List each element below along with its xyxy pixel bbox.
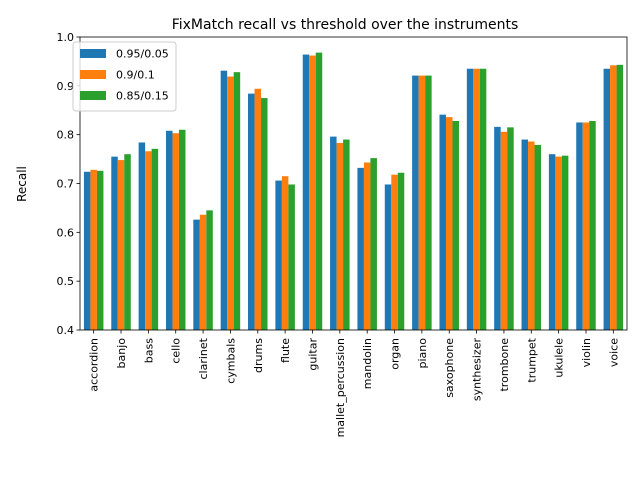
x-tick-label: clarinet [197,337,210,379]
x-tick-label: organ [389,338,402,370]
bar-organ-series-2 [391,174,398,330]
legend: 0.95/0.05 0.9/0.1 0.85/0.15 [72,41,177,112]
bar-cymbals-series-1 [220,70,228,330]
bar-synthesizer-series-1 [466,68,474,331]
legend-swatch-2 [80,70,106,79]
bar-banjo-series-1 [111,156,118,330]
bar-clarinet-series-3 [206,210,213,330]
bar-trombone-series-2 [500,131,508,330]
bar-guitar-series-1 [302,54,310,330]
x-tick-label: cello [170,338,183,364]
bar-drums-series-3 [261,98,268,330]
bar-violin-series-3 [589,120,596,331]
bar-saxophone-series-3 [452,120,459,331]
x-tick-label: synthesizer [471,338,484,402]
chart-title: FixMatch recall vs threshold over the in… [172,17,519,33]
bar-mallet_percussion-series-3 [343,139,350,330]
y-axis-label: Recall [15,166,29,202]
bar-mallet_percussion-series-1 [330,136,337,330]
y-tick-label: 0.6 [57,226,75,239]
bar-accordion-series-1 [83,171,91,330]
bar-voice-series-1 [603,68,611,331]
bar-trumpet-series-3 [534,144,542,330]
x-tick-label: ukulele [553,338,566,378]
x-tick-label: trumpet [525,337,538,382]
bar-saxophone-series-2 [445,117,453,330]
y-tick-label: 0.4 [57,324,75,337]
legend-label-3: 0.85/0.15 [116,90,169,103]
bars-layer [83,52,624,331]
x-tick-label: piano [416,338,429,369]
bar-cello-series-2 [172,133,179,330]
bar-trumpet-series-1 [521,139,529,330]
bar-piano-series-1 [412,75,419,330]
x-tick-label: guitar [306,338,319,371]
legend-label-1: 0.95/0.05 [116,48,169,61]
bar-guitar-series-3 [315,52,323,330]
x-tick-label: trombone [498,338,511,392]
bar-banjo-series-3 [124,154,131,330]
x-tick-label: voice [607,338,620,367]
bar-trombone-series-1 [494,126,501,330]
bar-organ-series-3 [397,172,405,330]
y-tick-label: 0.7 [57,178,75,191]
bar-saxophone-series-1 [439,114,446,331]
bar-ukulele-series-3 [561,155,569,330]
x-tick-label: cymbals [224,338,237,384]
bar-ukulele-series-1 [548,154,556,330]
x-tick-label: drums [252,338,265,373]
bar-cymbals-series-3 [233,72,241,330]
x-tick-label: mandolin [361,338,374,389]
bar-drums-series-1 [248,93,255,331]
bar-mallet_percussion-series-2 [336,142,344,330]
bar-ukulele-series-2 [555,156,562,330]
bar-mandolin-series-3 [370,158,377,330]
bar-violin-series-1 [576,122,583,331]
bar-bass-series-2 [145,151,152,330]
bar-voice-series-3 [616,64,624,330]
bar-bass-series-3 [151,148,159,330]
bar-accordion-series-3 [96,170,104,330]
bar-trombone-series-3 [507,127,514,330]
legend-swatch-3 [80,91,106,100]
x-tick-label: bass [142,338,155,363]
bar-mandolin-series-1 [357,167,364,330]
x-tick-label: accordion [88,338,101,392]
bar-organ-series-1 [384,184,392,330]
bar-accordion-series-2 [90,169,97,330]
x-tick-label: violin [580,338,593,367]
bar-mandolin-series-2 [363,162,371,330]
bar-flute-series-1 [275,180,282,330]
bar-cello-series-1 [165,130,173,330]
bar-flute-series-3 [288,184,295,330]
y-tick-label: 1.0 [57,31,75,44]
bar-guitar-series-2 [309,55,316,331]
axes-layer: 0.4 0.5 0.6 0.7 0.8 0.9 1.0 accordion banjo bass c… [57,31,628,437]
x-tick-label: banjo [115,338,128,369]
x-tick-label: saxophone [443,338,456,398]
bar-violin-series-2 [582,122,590,331]
legend-swatch-1 [80,49,106,58]
bar-drums-series-2 [254,88,262,330]
x-tick-label: flute [279,338,292,363]
legend-label-2: 0.9/0.1 [116,69,155,82]
bar-clarinet-series-2 [199,214,207,330]
x-tick-label: mallet_percussion [334,338,347,437]
bar-synthesizer-series-3 [479,68,487,331]
bar-cymbals-series-2 [227,76,234,330]
bar-piano-series-3 [425,75,432,330]
bar-cello-series-3 [178,129,186,330]
bar-trumpet-series-2 [528,141,535,330]
bar-clarinet-series-1 [193,219,200,330]
bar-piano-series-2 [418,75,426,330]
bar-voice-series-2 [610,65,617,330]
bar-flute-series-2 [281,176,289,330]
y-tick-label: 0.8 [57,129,75,142]
bar-bass-series-1 [138,142,146,330]
bar-synthesizer-series-2 [473,68,480,331]
y-tick-label: 0.5 [57,275,75,288]
y-tick-label: 0.9 [57,80,75,93]
bar-banjo-series-2 [117,160,125,330]
